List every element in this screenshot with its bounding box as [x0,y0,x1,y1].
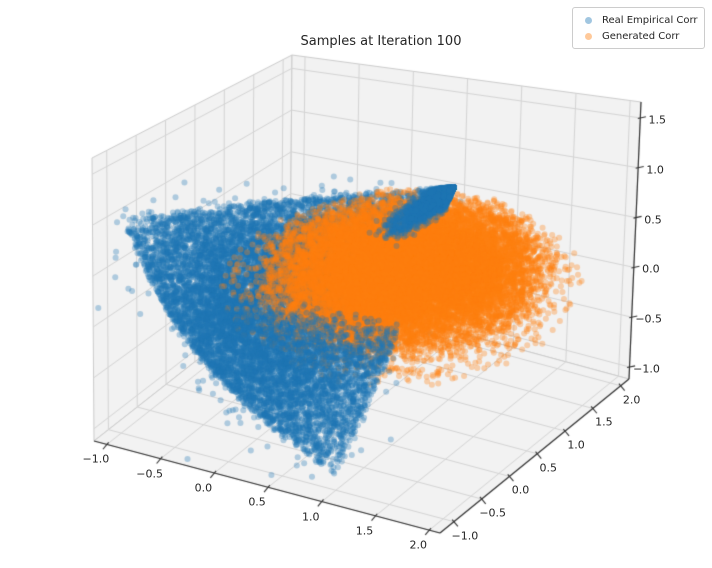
y-tick-label: 2.0 [622,393,641,407]
y-tick-label: −1.0 [451,529,479,543]
legend-box: Real Empirical Corr Generated Corr [572,7,705,49]
x-tick-label: 2.0 [409,538,428,552]
y-tick-label: 0.5 [539,461,558,475]
z-tick-label: 0.5 [644,213,662,227]
z-tick-label: −1.0 [633,362,660,376]
legend-label-real: Real Empirical Corr [602,14,698,26]
y-tick-label: 1.5 [595,415,613,429]
x-tick-label: 0.0 [194,481,213,495]
z-tick-label: −0.5 [635,312,663,326]
y-tick-label: 0.0 [511,483,530,497]
y-tick-label: −0.5 [479,506,507,520]
legend-entry-generated: Generated Corr [579,28,698,44]
x-tick-label: 1.0 [302,510,320,524]
x-tick-label: 0.5 [248,495,266,509]
x-tick-label: 1.5 [355,524,374,538]
legend-marker-real-icon [585,16,592,24]
y-tick-label: 1.0 [567,438,585,452]
legend-marker-generated-icon [585,32,592,40]
z-tick-label: 1.5 [648,113,667,127]
legend-entry-real: Real Empirical Corr [579,12,698,28]
z-tick-label: 1.0 [646,163,664,177]
x-tick-label: −1.0 [82,452,110,466]
plot-title: Samples at Iteration 100 [300,34,462,49]
x-tick-label: −0.5 [136,467,163,481]
legend-label-generated: Generated Corr [602,30,680,42]
z-tick-label: 0.0 [642,262,660,276]
